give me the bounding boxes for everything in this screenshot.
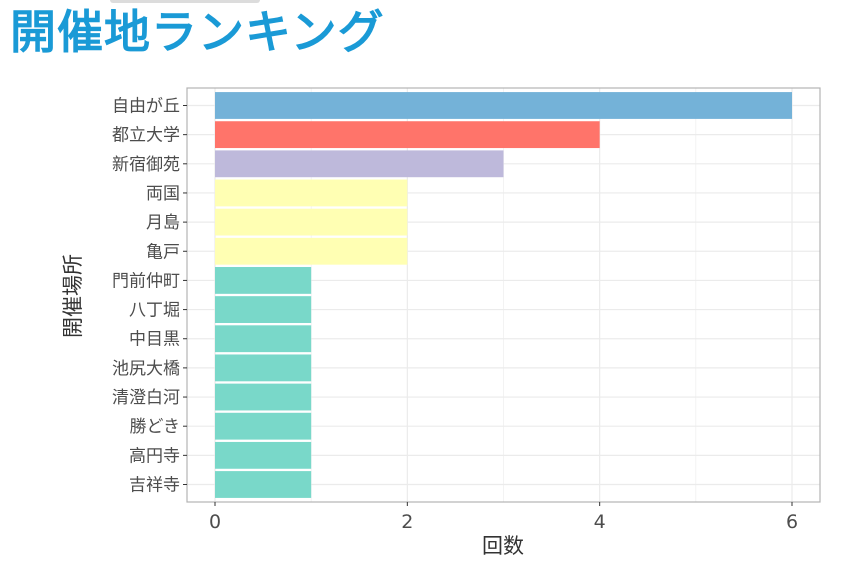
bar	[215, 92, 792, 119]
y-tick-label: 都立大学	[112, 126, 180, 146]
y-tick-label: 吉祥寺	[129, 476, 180, 496]
x-axis-ticks: 0 2 4 6	[209, 502, 798, 533]
panel-border	[186, 87, 821, 503]
x-axis-title: 回数	[482, 534, 524, 558]
bar	[215, 267, 312, 294]
y-tick-label: 池尻大橋	[112, 359, 180, 379]
x-tick-label: 2	[401, 511, 413, 533]
y-tick-label: 亀戸	[146, 242, 180, 262]
y-tick-label: 高円寺	[129, 446, 180, 466]
bars	[215, 92, 792, 498]
bar	[215, 325, 312, 353]
y-tick-label: 自由が丘	[112, 96, 180, 116]
bar	[215, 296, 312, 323]
x-tick-label: 0	[209, 511, 221, 533]
y-tick-label: 両国	[146, 184, 180, 204]
bar	[215, 237, 408, 265]
x-tick-label: 4	[594, 511, 606, 533]
y-tick-label: 新宿御苑	[112, 155, 180, 175]
y-tick-label: 月島	[146, 213, 180, 233]
y-axis-ticks: 自由が丘都立大学新宿御苑両国月島亀戸門前仲町八丁堀中目黒池尻大橋清澄白河勝どき高…	[112, 96, 187, 496]
bar	[215, 383, 312, 411]
bar	[215, 150, 504, 178]
y-tick-label: 勝どき	[130, 417, 181, 437]
y-tick-label: 八丁堀	[129, 301, 180, 321]
y-tick-label: 中目黒	[129, 330, 180, 350]
bar	[215, 471, 312, 498]
window-tab-edge	[110, 0, 260, 3]
y-tick-label: 清澄白河	[112, 388, 180, 408]
y-tick-label: 門前仲町	[112, 271, 180, 291]
grid-lines	[187, 88, 820, 502]
y-axis-title: 開催場所	[61, 254, 85, 338]
bar	[215, 208, 408, 236]
bar	[215, 121, 600, 149]
bar	[215, 354, 312, 382]
bar	[215, 179, 408, 207]
x-tick-label: 6	[786, 511, 798, 533]
bar	[215, 441, 312, 469]
page-title: 開催地ランキング	[10, 5, 385, 59]
bar	[215, 412, 312, 440]
